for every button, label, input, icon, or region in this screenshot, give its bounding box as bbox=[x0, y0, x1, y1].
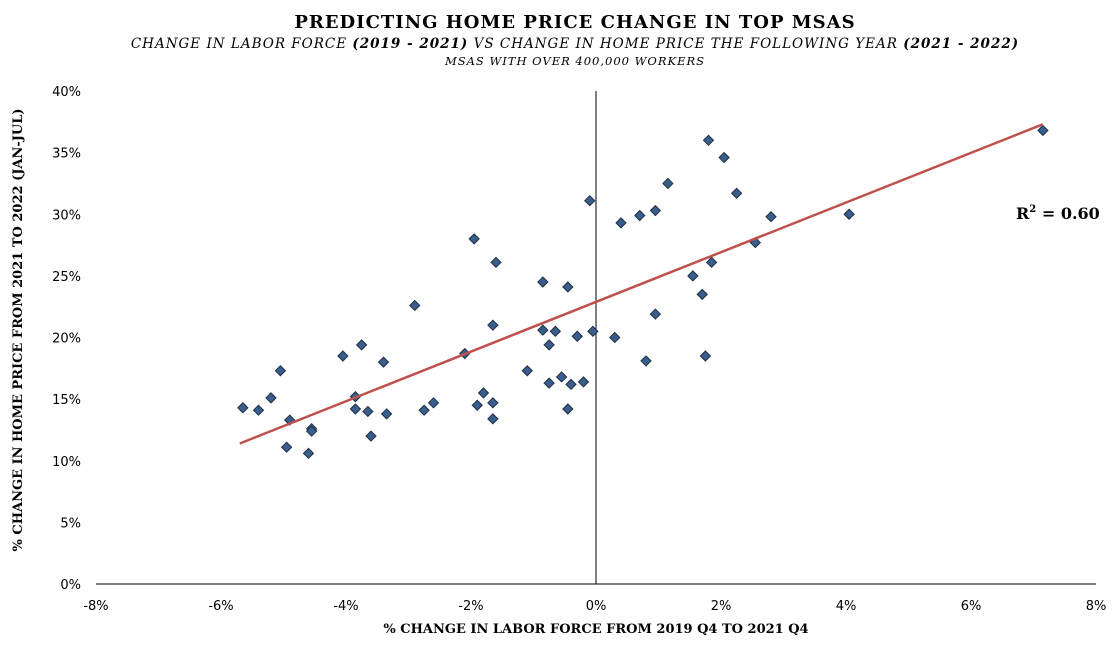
data-point bbox=[649, 204, 662, 217]
data-point bbox=[1037, 124, 1049, 137]
data-point bbox=[471, 399, 483, 411]
data-point bbox=[615, 217, 627, 229]
data-point bbox=[565, 378, 577, 391]
data-point bbox=[305, 425, 318, 437]
data-point bbox=[487, 397, 499, 409]
data-point bbox=[537, 276, 549, 288]
trendline-group bbox=[239, 123, 1044, 445]
y-tick-label: 25% bbox=[52, 270, 81, 285]
data-point bbox=[337, 350, 349, 362]
data-point bbox=[843, 208, 855, 220]
data-point bbox=[543, 339, 555, 351]
x-tick-label: -4% bbox=[333, 599, 358, 614]
y-tick-label: 10% bbox=[52, 455, 81, 470]
x-tick-label: 4% bbox=[836, 599, 857, 614]
data-point bbox=[705, 256, 718, 269]
data-point bbox=[634, 209, 646, 222]
data-point bbox=[427, 397, 440, 409]
y-tick-label: 5% bbox=[60, 516, 81, 531]
y-tick-label: 40% bbox=[52, 85, 81, 100]
data-point bbox=[587, 325, 599, 338]
subtitle-part-1: CHANGE IN LABOR FORCE bbox=[130, 36, 353, 52]
data-point bbox=[571, 330, 583, 342]
x-tick-label: 2% bbox=[711, 599, 732, 614]
data-point bbox=[718, 151, 730, 164]
data-point bbox=[577, 376, 590, 388]
subtitle-years-1: (2019 - 2021) bbox=[352, 36, 469, 52]
r-squared-base: R bbox=[1016, 204, 1030, 223]
data-point bbox=[265, 392, 277, 404]
data-point bbox=[280, 441, 293, 453]
data-point bbox=[696, 288, 708, 301]
y-tick-label: 0% bbox=[60, 578, 81, 593]
data-point bbox=[409, 299, 421, 312]
data-point bbox=[380, 408, 393, 420]
subtitle-years-2: (2021 - 2022) bbox=[903, 36, 1020, 52]
data-point bbox=[730, 187, 743, 200]
y-tick-label: 30% bbox=[52, 208, 81, 223]
data-point bbox=[237, 402, 249, 414]
x-tick-label: 6% bbox=[961, 599, 982, 614]
data-points bbox=[237, 124, 1049, 460]
data-point bbox=[649, 308, 662, 320]
chart-subtitle: CHANGE IN LABOR FORCE (2019 - 2021) VS C… bbox=[0, 36, 1118, 52]
data-point bbox=[477, 387, 490, 399]
x-tick-label: -6% bbox=[208, 599, 233, 614]
data-point bbox=[699, 350, 712, 362]
y-tick-label: 35% bbox=[52, 147, 81, 162]
x-tick-label: 0% bbox=[586, 599, 607, 614]
data-point bbox=[365, 430, 377, 442]
axes: -8% -6% -4% -2% 0% 2% 4% 6% 8% 0% 5% 10% 15% 20% 25% 30… bbox=[52, 85, 1106, 614]
data-point bbox=[302, 447, 315, 460]
data-point bbox=[487, 319, 499, 331]
x-tick-label: -2% bbox=[458, 599, 483, 614]
r-squared-value: = 0.60 bbox=[1036, 204, 1100, 223]
data-point bbox=[362, 405, 374, 418]
data-point bbox=[274, 365, 287, 377]
data-point bbox=[543, 377, 555, 389]
data-point bbox=[609, 331, 621, 344]
x-axis-title: % CHANGE IN LABOR FORCE FROM 2019 Q4 TO … bbox=[383, 622, 808, 637]
y-tick-label: 15% bbox=[52, 393, 81, 408]
data-point bbox=[555, 371, 568, 383]
data-point bbox=[377, 356, 390, 368]
data-point bbox=[521, 365, 533, 377]
data-point bbox=[468, 233, 480, 245]
data-point bbox=[549, 325, 562, 338]
chart-subtitle-2: MSAS WITH OVER 400,000 WORKERS bbox=[444, 54, 706, 68]
trendline bbox=[239, 123, 1044, 445]
y-tick-label: 20% bbox=[52, 332, 81, 347]
chart-title: PREDICTING HOME PRICE CHANGE IN TOP MSAS bbox=[294, 12, 856, 33]
data-point bbox=[490, 256, 502, 269]
data-point bbox=[765, 211, 777, 223]
data-point bbox=[487, 413, 499, 425]
x-tick-label: -8% bbox=[83, 599, 108, 614]
y-axis-title: % CHANGE IN HOME PRICE FROM 2021 TO 2022… bbox=[11, 108, 26, 551]
data-point bbox=[702, 134, 715, 147]
data-point bbox=[355, 339, 368, 351]
r-squared-superscript: 2 bbox=[1029, 204, 1036, 215]
data-point bbox=[252, 404, 265, 416]
data-point bbox=[349, 403, 362, 415]
r-squared-annotation: R2 = 0.60 bbox=[1016, 204, 1100, 223]
x-tick-label: 8% bbox=[1086, 599, 1107, 614]
data-point bbox=[640, 355, 652, 367]
data-point bbox=[562, 281, 574, 293]
data-point bbox=[662, 177, 674, 190]
data-point bbox=[584, 194, 596, 207]
data-point bbox=[687, 270, 699, 282]
data-point bbox=[418, 404, 430, 416]
data-point bbox=[537, 324, 549, 336]
subtitle-part-2: VS CHANGE IN HOME PRICE THE FOLLOWING YE… bbox=[468, 36, 904, 52]
data-point bbox=[562, 403, 574, 415]
